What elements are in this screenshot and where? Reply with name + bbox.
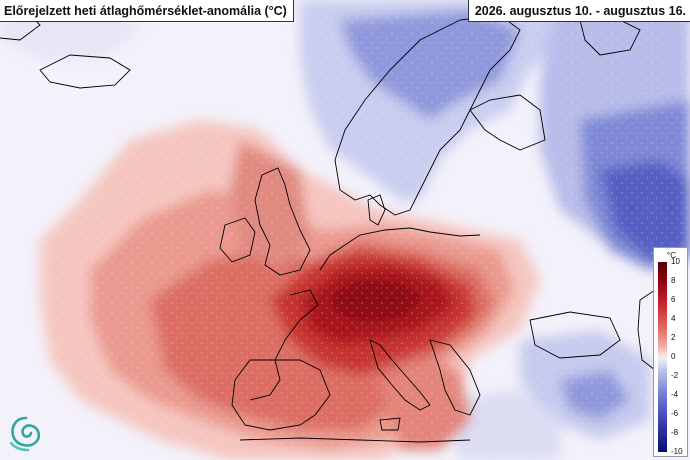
legend-tick: 4 xyxy=(671,314,676,323)
legend-tick: 0 xyxy=(671,352,676,361)
date-range-text: 2026. augusztus 10. - augusztus 16. xyxy=(474,3,686,18)
coastlines xyxy=(0,9,661,443)
spiral-wave-logo-icon xyxy=(9,416,41,452)
legend-tick: -4 xyxy=(671,390,679,399)
colorbar-legend: °C 10 8 6 4 2 0 -2 -4 -6 -8 -10 xyxy=(653,247,688,457)
legend-tick: 6 xyxy=(671,295,676,304)
map-title: Előrejelzett heti átlaghőmérséklet-anomá… xyxy=(0,0,294,22)
date-range: 2026. augusztus 10. - augusztus 16. xyxy=(467,0,690,22)
legend-tick: 2 xyxy=(671,333,676,342)
legend-unit: °C xyxy=(667,251,676,260)
map-title-text: Előrejelzett heti átlaghőmérséklet-anomá… xyxy=(4,3,287,18)
legend-tick: 10 xyxy=(671,257,680,266)
legend-tick: -8 xyxy=(671,428,679,437)
legend-tick: 8 xyxy=(671,276,676,285)
colorbar xyxy=(658,262,667,452)
legend-tick: -10 xyxy=(671,447,683,456)
legend-tick: -6 xyxy=(671,409,679,418)
legend-tick: -2 xyxy=(671,371,679,380)
